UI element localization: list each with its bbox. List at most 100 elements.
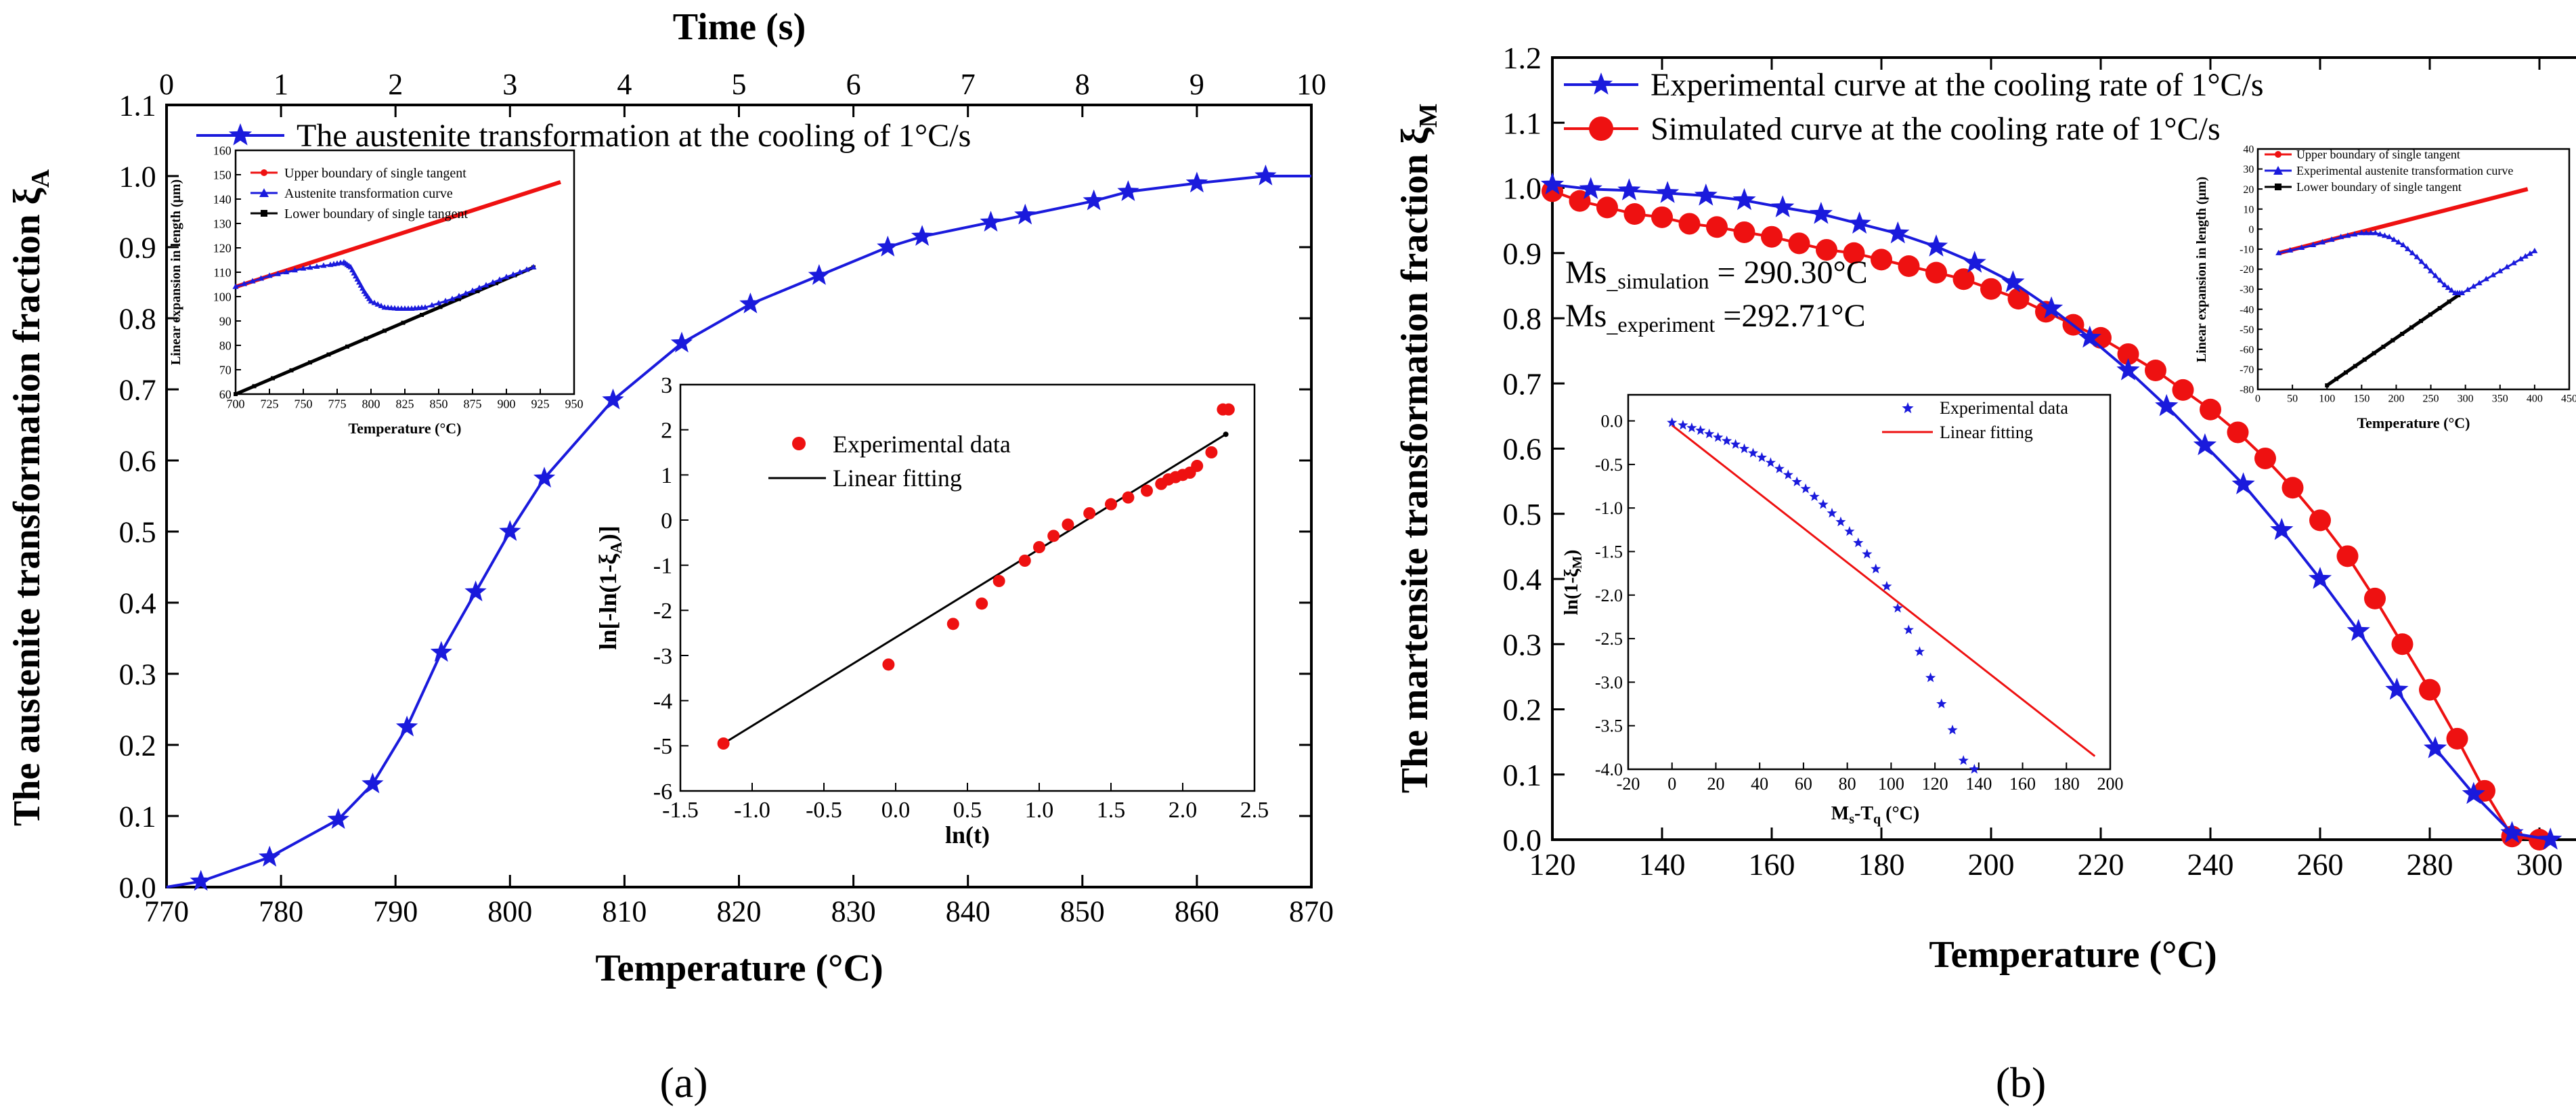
inset-b2-legend-fit: Linear fitting [1940, 423, 2033, 442]
ln-data-point [1765, 457, 1776, 467]
x-tick-label: 300 [2458, 393, 2474, 404]
lower-tangent-point-b [2343, 370, 2348, 375]
jmak-data-point [1062, 518, 1074, 531]
x-tick-label: 140 [1639, 847, 1686, 882]
legend-label-simulated: Simulated curve at the cooling rate of 1… [1651, 111, 2221, 147]
jmak-data-point [1047, 530, 1060, 542]
ln-data-point [1739, 443, 1750, 454]
martensite-curve-point [2504, 263, 2510, 270]
y-tick-label: 1.0 [1503, 171, 1542, 206]
y-tick-label: 20 [2243, 184, 2254, 196]
inset-a2-legend: Experimental data Linear fitting [768, 431, 1011, 492]
panel-a-y-axis-title-sub: A [26, 169, 55, 188]
jmak-data-point [1222, 403, 1235, 416]
inset-b2-y-title-text: ln(1-ξ [1561, 568, 1582, 615]
inset-b1-legend-curve: Experimental austenite transformation cu… [2296, 164, 2513, 177]
experimental-point [1579, 177, 1602, 199]
simulated-point [2172, 379, 2194, 401]
austenite-point [877, 236, 899, 257]
x2-tick-label: 9 [1189, 68, 1204, 101]
lower-tangent-point-b [2381, 345, 2386, 349]
martensite-curve-point [2470, 283, 2477, 289]
simulated-point [1623, 203, 1646, 225]
experimental-point [2500, 821, 2524, 843]
experimental-point [1771, 195, 1795, 217]
x-tick-label: 725 [261, 397, 279, 411]
ln-data-point [1756, 452, 1767, 463]
austenite-curve-point [435, 299, 442, 305]
ln-data-point [1903, 624, 1914, 635]
y-tick-label: -10 [2240, 244, 2254, 256]
austenite-curve-point [442, 297, 449, 303]
austenite-curve-point [469, 287, 476, 293]
x-tick-label: 260 [2297, 847, 2344, 882]
x-tick-label: 200 [1968, 847, 2015, 882]
panel-a-y-axis-title: The austenite transformation fraction ξA [6, 169, 55, 826]
x2-tick-label: 10 [1296, 68, 1326, 101]
x-tick-label: 810 [602, 895, 647, 928]
jmak-data-point [1141, 484, 1153, 497]
martensite-curve-point [2298, 244, 2305, 250]
experimental-point [2231, 472, 2255, 494]
martensite-curve-point [2319, 239, 2326, 245]
y-tick-label: 30 [2243, 164, 2254, 175]
ln-data-point [1853, 537, 1864, 548]
austenite-curve-point [530, 263, 537, 270]
martensite-curve-point [2351, 231, 2358, 237]
experimental-point [2424, 736, 2447, 758]
simulated-point [1816, 238, 1837, 261]
ln-data-point [1774, 463, 1785, 473]
legend-star-b [1589, 72, 1613, 95]
y-tick-label: -1 [653, 554, 672, 579]
austenite-curve-point [258, 275, 264, 281]
jmak-data-point [882, 658, 895, 671]
ln-data-point [1881, 580, 1892, 591]
experimental-point [1886, 221, 1910, 244]
martensite-curve-point [2418, 258, 2425, 264]
y-tick-label: -50 [2240, 324, 2254, 336]
austenite-curve-point [489, 279, 496, 285]
x-tick-label: 820 [717, 895, 762, 928]
ln-data-point [1713, 432, 1724, 442]
jmak-data-point [946, 618, 959, 630]
austenite-curve-point [300, 265, 307, 271]
y-tick-label: 0.4 [119, 586, 156, 620]
experimental-point [2270, 517, 2294, 540]
lower-tangent-point-b [2372, 351, 2376, 356]
austenite-point [464, 580, 487, 601]
panel-a: Time (s) Temperature (°C) The austenite … [6, 6, 1334, 1106]
panel-b-inset-dilatometry: 0 50 100 150 200 250 300 350 400 450-80-70-60-50-… [2194, 144, 2576, 431]
lower-tangent-point-b [2362, 358, 2367, 362]
panel-b-inset-ln: -20 0 20 40 60 80 100 120 140 160 180 200 -4.0 -3.5 -3… [1561, 393, 2124, 827]
inset-a2-legend-exp: Experimental data [833, 431, 1011, 458]
martensite-curve-point [2409, 249, 2416, 255]
lower-tangent-point [420, 313, 424, 317]
ms-exp-sub: _experiment [1606, 312, 1715, 337]
ln-data-point [1809, 491, 1820, 501]
lower-tangent-point [308, 360, 312, 365]
inset-a2-legend-dot-exp [792, 437, 806, 450]
chart-a-inset-dilatometry: 700 725 750 775 800 825 850 875 900 925 950 60 70 80 9… [213, 144, 584, 410]
y-tick-label: -2 [653, 599, 672, 624]
martensite-curve-point [2432, 272, 2439, 278]
ms-exp-prefix: Ms [1565, 298, 1607, 334]
austenite-point [499, 520, 521, 541]
experimental-point [2155, 393, 2179, 416]
x-tick-label: 800 [487, 895, 532, 928]
y-tick-label: 0.9 [1503, 236, 1542, 271]
martensite-curve-point [2490, 272, 2497, 278]
experimental-point [2346, 619, 2370, 641]
experimental-point [2193, 433, 2217, 456]
x-tick-label: 160 [1749, 847, 1795, 882]
austenite-curve-point [313, 263, 320, 269]
x-tick-label: 120 [1529, 847, 1576, 882]
inset-a1-legend-sq-lower [261, 210, 267, 217]
y-tick-label: 0 [661, 509, 672, 534]
martensite-curve-point [2459, 290, 2466, 295]
experimental-point [2078, 325, 2101, 348]
austenite-point [808, 264, 830, 285]
y-tick-label: 90 [219, 314, 232, 328]
panel-b-legend: Experimental curve at the cooling rate o… [1564, 67, 2264, 147]
martensite-curve-point [2328, 236, 2335, 242]
